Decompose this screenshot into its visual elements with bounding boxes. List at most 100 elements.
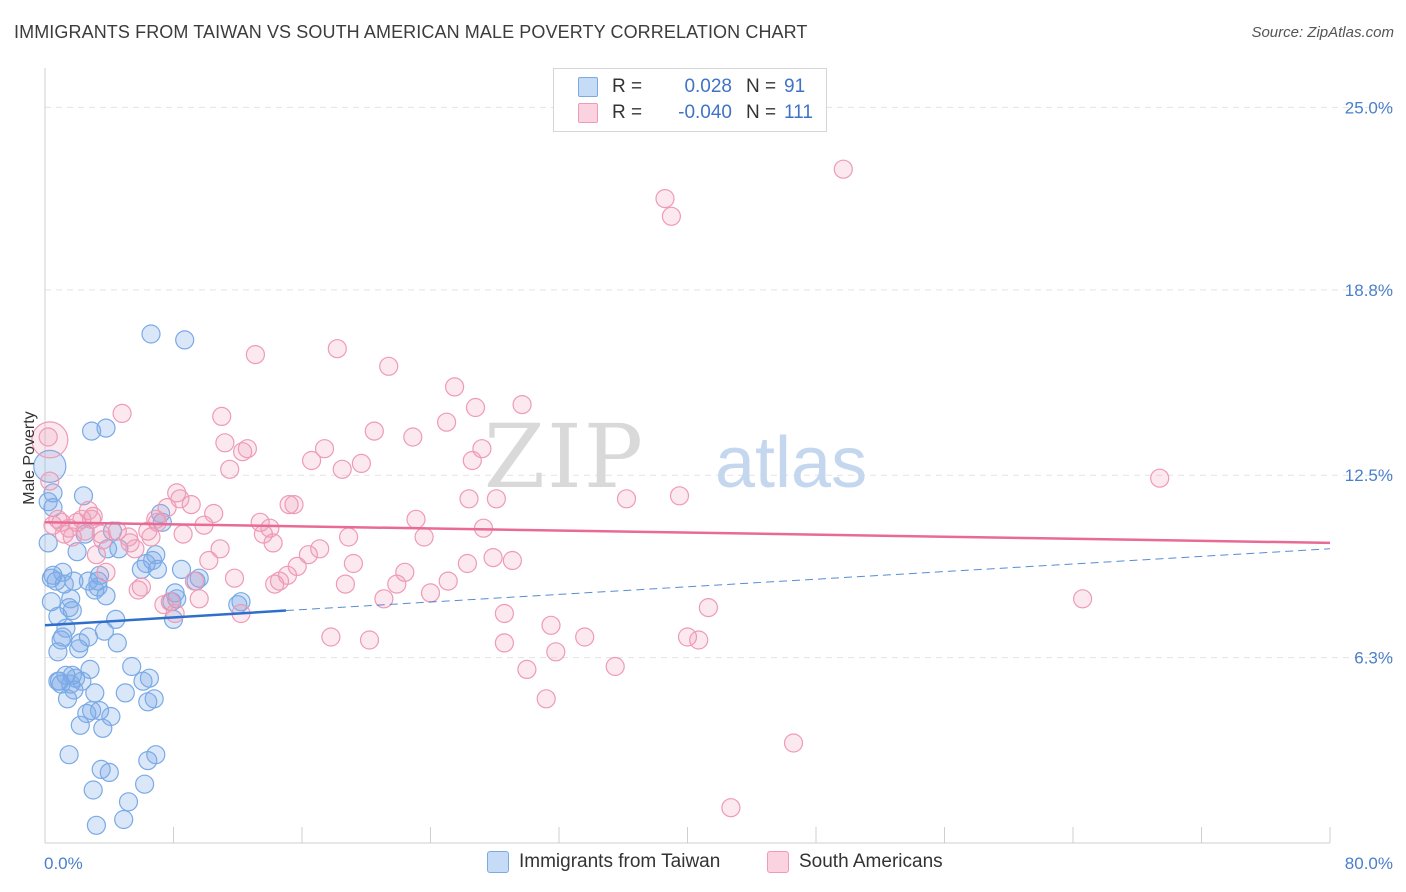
data-point-taiwan — [101, 706, 121, 727]
data-point-south-american — [181, 495, 201, 515]
data-point-taiwan — [64, 571, 84, 591]
data-point-taiwan — [70, 715, 90, 735]
watermark-atlas: atlas — [715, 423, 867, 503]
data-point-taiwan — [99, 762, 119, 783]
data-point-south-american — [147, 512, 167, 532]
data-point-taiwan — [146, 745, 166, 765]
data-point-south-american — [457, 553, 477, 574]
data-point-south-american — [263, 533, 283, 553]
data-point-south-american — [38, 427, 58, 447]
data-point-south-american — [215, 433, 235, 453]
data-point-south-american — [698, 597, 719, 618]
data-point-south-american — [332, 459, 352, 479]
data-point-south-american — [512, 395, 532, 415]
axes — [44, 68, 1331, 844]
data-point-south-american — [783, 733, 804, 753]
data-point-south-american — [237, 439, 257, 459]
correlation-legend: R = 0.028 N = 91 R = -0.040 N = 111 — [553, 68, 827, 132]
data-point-taiwan — [85, 683, 105, 703]
data-point-taiwan — [70, 633, 90, 653]
data-point-taiwan — [51, 630, 71, 650]
legend-r-label: R = — [612, 102, 643, 123]
data-point-taiwan — [96, 418, 116, 438]
data-point-taiwan — [122, 656, 142, 677]
data-point-south-american — [546, 642, 566, 662]
watermark: ZIP atlas — [484, 405, 867, 508]
data-point-south-american — [284, 495, 304, 515]
trend-lines — [44, 521, 1331, 627]
data-point-taiwan — [59, 745, 79, 765]
data-point-south-american — [351, 453, 371, 473]
data-point-south-american — [107, 521, 127, 541]
legend-label-taiwan: Immigrants from Taiwan — [519, 851, 721, 872]
legend-swatch-taiwan — [487, 851, 509, 873]
data-point-south-american — [661, 206, 682, 226]
legend-label-south-american: South Americans — [799, 851, 943, 872]
data-point-south-american — [438, 571, 458, 591]
data-point-south-american — [494, 603, 514, 624]
data-point-taiwan — [86, 815, 107, 835]
data-point-taiwan — [80, 659, 100, 680]
data-point-taiwan — [141, 324, 161, 344]
data-point-south-american — [189, 589, 209, 609]
data-point-taiwan — [48, 642, 68, 662]
data-point-south-american — [287, 556, 307, 577]
legend-item-south-american[interactable]: South Americans — [767, 851, 943, 873]
data-point-south-american — [1150, 468, 1170, 488]
data-point-south-american — [260, 518, 280, 538]
data-point-taiwan — [143, 550, 163, 571]
chart-title: IMMIGRANTS FROM TAIWAN VS SOUTH AMERICAN… — [14, 22, 808, 42]
data-point-south-american — [167, 483, 187, 503]
data-point-south-american — [616, 489, 637, 509]
data-point-south-american — [298, 545, 318, 565]
data-point-south-american — [395, 562, 415, 582]
data-point-south-american — [93, 530, 113, 550]
y-tick-label: 12.5% — [1345, 466, 1393, 485]
data-point-south-american — [359, 630, 380, 650]
data-point-taiwan — [38, 533, 58, 553]
data-point-taiwan — [107, 633, 127, 653]
data-point-south-american — [31, 421, 69, 459]
data-point-south-american — [40, 471, 60, 491]
data-point-south-american — [170, 489, 190, 509]
x-tick-labels: 0.0% 80.0% — [44, 854, 1393, 873]
grid-lines — [45, 106, 1393, 659]
data-point-taiwan — [56, 618, 76, 638]
data-point-south-american — [327, 339, 347, 359]
data-point-south-american — [204, 503, 224, 524]
data-point-south-american — [199, 550, 219, 571]
trend-line-taiwan — [44, 609, 287, 627]
x-tick-label: 80.0% — [1345, 854, 1393, 873]
data-point-south-american — [1072, 589, 1093, 609]
data-point-south-american — [339, 527, 359, 547]
data-point-south-american — [414, 527, 434, 547]
data-point-south-american — [605, 656, 625, 677]
data-point-south-american — [459, 489, 479, 509]
y-axis-label: Male Poverty — [21, 411, 38, 504]
data-point-south-american — [494, 633, 514, 653]
data-point-south-american — [212, 406, 232, 426]
data-point-south-american — [833, 159, 853, 179]
data-point-south-american — [128, 580, 148, 600]
data-point-south-american — [575, 627, 595, 647]
legend-item-taiwan[interactable]: Immigrants from Taiwan — [487, 851, 720, 873]
data-point-south-american — [541, 615, 561, 635]
data-point-taiwan — [33, 449, 67, 483]
legend-n-label: N = — [746, 102, 777, 123]
data-point-taiwan — [73, 486, 94, 506]
data-point-south-american — [465, 397, 486, 418]
legend-row-south-american: R = -0.040 N = 111 — [578, 100, 813, 126]
source-label: Source: ZipAtlas.com — [1251, 24, 1394, 41]
series-south-american-points — [31, 159, 1170, 818]
data-point-south-american — [536, 689, 556, 709]
data-point-south-american — [160, 592, 180, 612]
data-point-south-american — [517, 659, 537, 680]
series-legend: Immigrants from Taiwan South Americans — [0, 851, 1406, 879]
data-point-taiwan — [175, 330, 195, 350]
data-point-south-american — [112, 403, 132, 423]
data-point-south-american — [379, 356, 399, 376]
data-point-south-american — [310, 539, 330, 559]
data-point-south-american — [165, 603, 185, 624]
data-point-south-american — [403, 427, 423, 447]
